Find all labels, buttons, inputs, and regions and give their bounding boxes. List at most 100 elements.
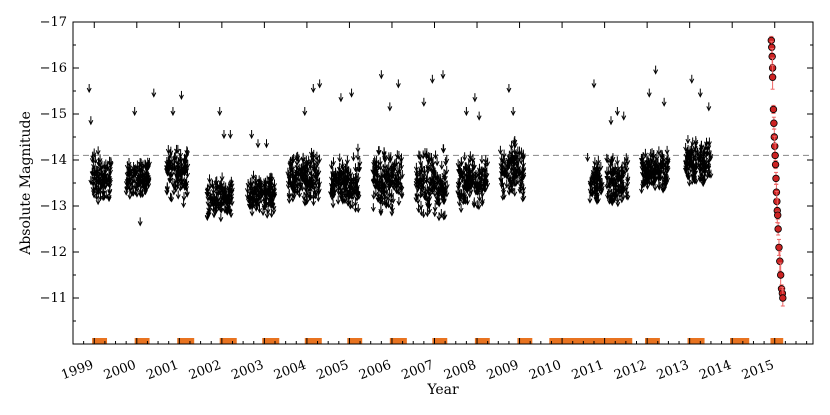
upper-limit-marker xyxy=(658,158,663,168)
upper-limit-marker xyxy=(175,144,181,155)
coverage-bar xyxy=(347,338,363,344)
upper-limit-marker xyxy=(608,116,614,126)
upper-limit-marker xyxy=(101,187,107,197)
upper-limit-marker xyxy=(88,116,94,126)
upper-limit-marker xyxy=(639,154,645,164)
upper-limit-marker xyxy=(384,175,390,185)
upper-limit-marker xyxy=(215,194,221,204)
upper-limit-marker xyxy=(138,189,144,199)
upper-limit-marker xyxy=(266,198,272,208)
detection-point xyxy=(774,222,782,236)
upper-limit-marker xyxy=(349,88,355,98)
upper-limit-marker xyxy=(693,166,699,176)
upper-limit-marker xyxy=(440,70,446,80)
upper-limit-marker xyxy=(268,189,274,199)
upper-limit-marker xyxy=(175,190,181,200)
upper-limit-marker xyxy=(251,170,256,180)
upper-limit-marker xyxy=(124,161,130,171)
upper-limit-marker xyxy=(499,153,505,163)
upper-limit-marker xyxy=(429,173,435,183)
upper-limit-marker xyxy=(265,187,271,197)
upper-limit-marker xyxy=(421,97,427,107)
upper-limit-marker xyxy=(645,156,651,166)
upper-limit-marker xyxy=(440,144,446,154)
upper-limit-marker xyxy=(396,197,402,207)
upper-limit-marker xyxy=(328,187,333,197)
upper-limit-marker xyxy=(614,156,620,166)
upper-limit-marker xyxy=(218,213,224,223)
upper-limit-marker xyxy=(247,201,253,211)
upper-limit-marker xyxy=(165,155,171,166)
upper-limit-marker xyxy=(512,139,518,149)
upper-limit-marker xyxy=(394,173,400,183)
upper-limit-marker xyxy=(317,177,322,187)
upper-limit-marker xyxy=(424,208,430,218)
upper-limit-marker xyxy=(503,164,509,174)
x-tick-label: 2005 xyxy=(315,358,351,383)
upper-limit-marker xyxy=(459,168,465,178)
upper-limit-marker xyxy=(430,184,436,194)
upper-limit-marker xyxy=(416,203,421,214)
upper-limit-marker xyxy=(606,166,612,176)
coverage-bar xyxy=(92,338,108,344)
upper-limit-marker xyxy=(108,157,114,167)
upper-limit-marker xyxy=(703,155,709,165)
upper-limit-marker xyxy=(132,107,138,117)
upper-limit-marker xyxy=(625,178,631,188)
upper-limit-marker xyxy=(478,166,484,176)
upper-limit-marker xyxy=(590,168,596,178)
upper-limit-marker xyxy=(462,190,468,200)
upper-limit-marker xyxy=(706,102,712,112)
upper-limit-marker xyxy=(396,150,402,161)
upper-limit-marker xyxy=(646,88,652,98)
upper-limit-marker xyxy=(613,181,618,191)
upper-limit-marker xyxy=(181,199,187,209)
upper-limit-marker xyxy=(146,159,151,170)
upper-limit-marker xyxy=(331,174,337,184)
upper-limit-marker xyxy=(211,203,216,214)
x-tick-label: 1999 xyxy=(59,358,95,383)
upper-limit-marker xyxy=(137,162,142,172)
detection-point xyxy=(771,142,779,168)
upper-limit-marker xyxy=(225,191,231,201)
upper-limit-marker xyxy=(92,166,97,176)
upper-limit-marker xyxy=(296,173,302,183)
upper-limit-marker xyxy=(689,161,695,171)
upper-limit-marker xyxy=(511,172,517,182)
coverage-bar xyxy=(432,338,448,344)
upper-limit-marker xyxy=(388,194,394,204)
upper-limit-marker xyxy=(316,186,322,196)
coverage-bar xyxy=(770,338,784,344)
x-tick-label: 2006 xyxy=(357,358,393,383)
upper-limit-marker xyxy=(439,160,445,170)
upper-limit-marker xyxy=(374,177,380,188)
upper-limit-marker xyxy=(264,139,269,149)
x-tick-label: 2012 xyxy=(612,358,648,383)
upper-limit-marker xyxy=(311,197,316,207)
upper-limit-marker xyxy=(416,167,422,177)
x-axis-title: Year xyxy=(426,382,459,398)
coverage-bar xyxy=(304,338,322,344)
upper-limit-marker xyxy=(376,146,382,156)
upper-limit-marker xyxy=(376,191,382,201)
upper-limit-marker xyxy=(316,166,322,176)
upper-limit-marker xyxy=(461,170,467,180)
upper-limit-marker xyxy=(95,146,101,156)
upper-limit-marker xyxy=(604,153,610,163)
upper-limit-marker xyxy=(307,176,312,186)
upper-limit-marker xyxy=(506,172,512,182)
upper-limit-marker xyxy=(310,84,316,94)
upper-limit-marker xyxy=(172,152,177,162)
upper-limit-marker xyxy=(219,182,225,192)
upper-limit-marker xyxy=(441,171,447,181)
coverage-bar xyxy=(177,338,195,344)
upper-limit-marker xyxy=(652,182,658,192)
y-tick-label: −15 xyxy=(40,107,67,122)
upper-limit-marker xyxy=(91,148,97,158)
upper-limit-marker xyxy=(476,201,482,211)
upper-limit-marker xyxy=(516,166,522,176)
upper-limit-marker xyxy=(286,189,292,199)
upper-limit-marker xyxy=(458,204,464,214)
upper-limit-marker xyxy=(330,199,336,209)
upper-limit-marker xyxy=(434,157,440,167)
